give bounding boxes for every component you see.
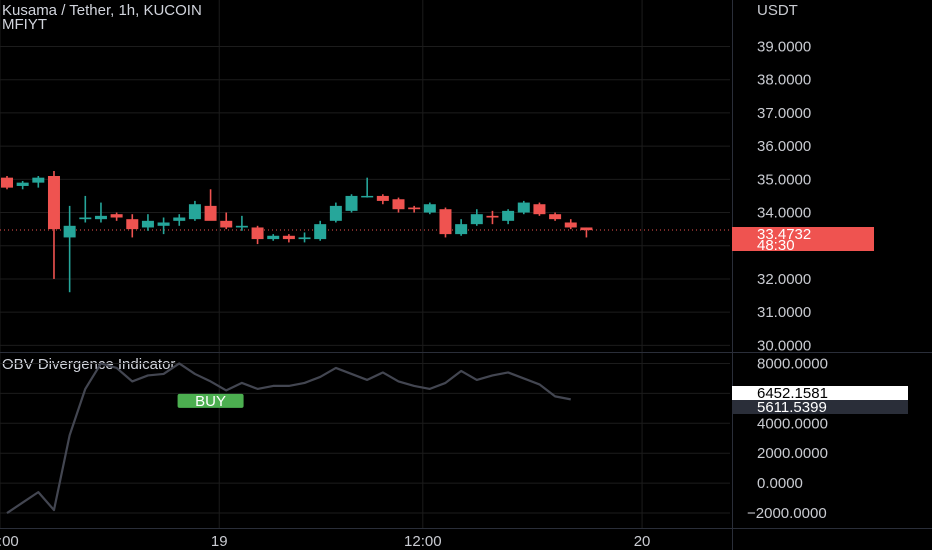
candle	[439, 209, 452, 235]
candle	[204, 205, 217, 221]
candlestick-series	[0, 171, 730, 293]
price-tick-label: 39.0000	[757, 38, 811, 55]
candle	[298, 237, 311, 240]
candle	[267, 235, 280, 240]
indicator-tick-label: −2000.0000	[747, 505, 827, 522]
price-tick-label: 30.0000	[757, 337, 811, 354]
indicator-tick-label: 2000.0000	[757, 445, 828, 462]
price-tick-label: 37.0000	[757, 105, 811, 122]
indicator-tick-label: 4000.0000	[757, 415, 828, 432]
indicator-value-tag	[732, 386, 908, 400]
candle	[486, 215, 499, 218]
candle	[517, 202, 530, 213]
candle	[580, 227, 593, 231]
candle	[392, 199, 405, 210]
candle	[157, 222, 170, 226]
price-tick-label: 38.0000	[757, 72, 811, 89]
currency-label: USDT	[757, 2, 798, 19]
candle	[1, 177, 13, 188]
time-tick-label: 19	[211, 533, 228, 550]
candle	[94, 215, 107, 220]
indicator-tick-label: 0.0000	[757, 475, 803, 492]
chart-title: Kusama / Tether, 1h, KUCOIN	[2, 2, 202, 19]
candle	[32, 177, 45, 183]
candle	[173, 217, 186, 221]
price-tick-label: 31.0000	[757, 304, 811, 321]
indicator-value-2: 5611.5399	[757, 399, 827, 416]
last-price-tag	[732, 227, 874, 251]
candle	[345, 195, 358, 211]
indicator-value-tag-2	[732, 400, 908, 414]
candle	[126, 219, 139, 230]
obv-series: BUY	[6, 362, 571, 514]
candle	[63, 225, 76, 238]
grid	[0, 0, 730, 528]
candle	[470, 214, 483, 225]
indicator-axis[interactable]: 8000.00006000.00004000.00002000.00000.00…	[747, 355, 828, 522]
candle	[110, 214, 123, 218]
candle	[141, 220, 154, 228]
time-axis[interactable]: 00:00 19 12:00 20	[0, 533, 650, 550]
candle	[423, 204, 436, 213]
candle	[376, 195, 389, 201]
candle	[329, 205, 342, 221]
candle	[564, 222, 577, 228]
last-price-value: 33.4732	[757, 226, 811, 243]
candle	[455, 224, 468, 235]
candle	[220, 220, 233, 228]
candle	[314, 224, 327, 240]
candle	[408, 207, 421, 210]
candle	[16, 182, 29, 186]
candle	[79, 217, 92, 220]
indicator-title: OBV Divergence Indicator	[2, 356, 176, 373]
indicator-value-1: 6452.1581	[757, 385, 828, 402]
time-tick-label: 20	[634, 533, 651, 550]
candle	[282, 235, 295, 240]
candle	[502, 210, 515, 221]
candle	[361, 195, 374, 198]
bar-countdown: 48:30	[757, 237, 795, 254]
buy-signal-badge	[177, 393, 244, 408]
price-tick-label: 32.0000	[757, 271, 811, 288]
buy-signal-label: BUY	[195, 393, 226, 410]
price-tick-label: 35.0000	[757, 171, 811, 188]
candle	[533, 204, 546, 215]
time-tick-label: 12:00	[404, 533, 442, 550]
indicator-tick-label: 8000.0000	[757, 355, 828, 372]
price-tick-label: 34.0000	[757, 205, 811, 222]
price-tick-label: 36.0000	[757, 138, 811, 155]
obv-line	[6, 362, 571, 514]
price-axis[interactable]: USDT 39.0000 38.0000 37.0000 36.0000 35.0000 3…	[757, 2, 811, 354]
candle	[235, 225, 248, 228]
time-tick-label: 00:00	[0, 533, 19, 550]
candle	[47, 176, 60, 230]
candle	[549, 214, 562, 220]
candle	[188, 204, 201, 220]
study-name: MFIYT	[2, 16, 47, 33]
candle	[251, 227, 264, 240]
